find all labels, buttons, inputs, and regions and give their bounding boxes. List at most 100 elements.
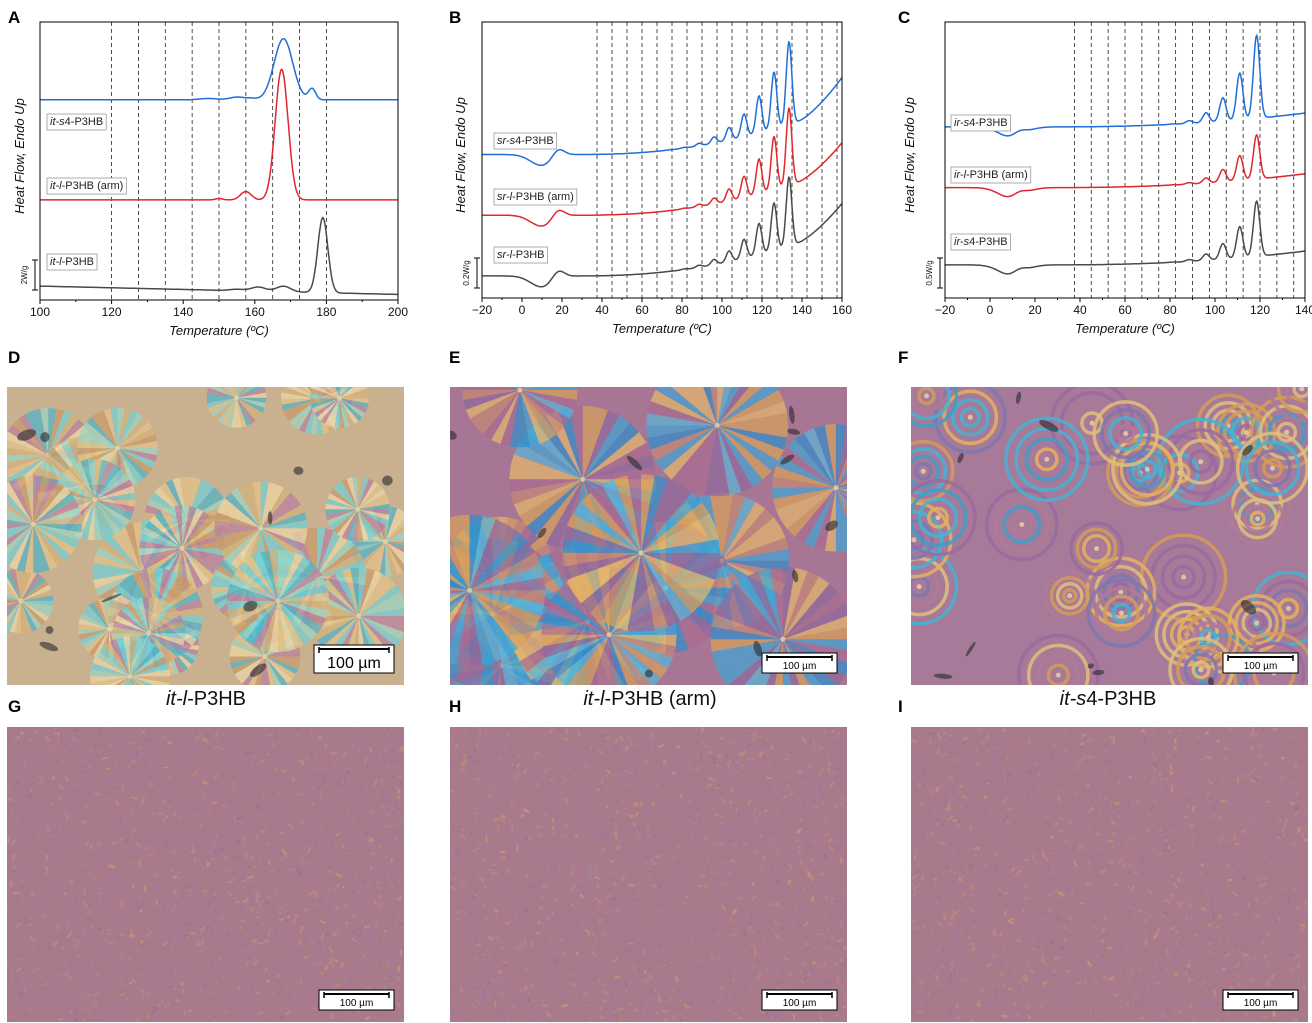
spherulite-sector xyxy=(182,540,225,549)
grain xyxy=(543,1004,548,1008)
grain xyxy=(519,872,524,876)
grain xyxy=(820,913,825,919)
grain xyxy=(153,897,158,902)
grain xyxy=(663,834,666,837)
grain xyxy=(83,804,90,808)
grain xyxy=(367,881,370,888)
grain xyxy=(694,728,698,732)
grain xyxy=(753,908,757,912)
grain xyxy=(930,955,935,959)
band-ring xyxy=(1061,588,1078,604)
spherulite-sector xyxy=(207,397,237,408)
grain xyxy=(520,961,526,965)
spherulite-sector xyxy=(794,487,836,544)
spherulite-sector xyxy=(336,509,358,538)
spherulite-sector xyxy=(117,448,153,475)
grain xyxy=(758,818,766,823)
grain xyxy=(175,965,179,969)
series-label: ir-s4-P3HB xyxy=(950,233,1012,251)
grain xyxy=(1098,945,1103,949)
grain xyxy=(230,895,235,901)
grain xyxy=(13,957,21,962)
series-label-rest: -P3HB (arm) xyxy=(62,180,124,192)
grain xyxy=(64,892,67,895)
grain xyxy=(1037,945,1042,949)
grain xyxy=(1147,812,1150,815)
grain xyxy=(587,863,593,871)
grain xyxy=(1242,984,1245,988)
grain xyxy=(919,917,925,920)
grain xyxy=(1221,767,1225,771)
defect xyxy=(450,430,457,440)
grain xyxy=(668,783,673,787)
spherulite-sector xyxy=(627,552,642,632)
spherulite-sector xyxy=(130,650,165,677)
grain xyxy=(1229,764,1232,769)
grain xyxy=(36,845,41,850)
grain xyxy=(272,938,280,943)
grain xyxy=(500,814,506,820)
spherulite-sector xyxy=(339,387,344,399)
grain xyxy=(840,907,846,912)
grain xyxy=(255,833,260,841)
grain xyxy=(1022,857,1026,861)
grain xyxy=(676,844,680,848)
nucleus xyxy=(1119,610,1124,616)
grain xyxy=(391,865,394,870)
grain xyxy=(559,896,565,903)
grain xyxy=(810,895,815,902)
band-ring xyxy=(1103,594,1140,632)
grain xyxy=(1144,730,1147,736)
spherulite-sector xyxy=(24,410,49,455)
grain xyxy=(334,920,338,925)
grain xyxy=(127,988,131,993)
grain xyxy=(571,966,577,972)
spherulite-sector xyxy=(7,524,34,529)
grain xyxy=(238,949,242,954)
grain xyxy=(827,837,833,844)
grain xyxy=(709,804,716,811)
grain xyxy=(830,960,838,963)
grain xyxy=(494,1000,496,1008)
spherulite-sector xyxy=(260,550,278,601)
grain xyxy=(731,842,738,847)
spherulite-sector xyxy=(117,448,158,462)
grain xyxy=(812,806,817,809)
defect xyxy=(965,641,976,657)
spherulite-sector xyxy=(148,598,167,634)
grain xyxy=(454,751,460,758)
spherulite-sector xyxy=(358,570,383,616)
grain xyxy=(1022,779,1027,785)
spherulite-sector xyxy=(469,590,536,640)
grain xyxy=(182,885,190,889)
grain xyxy=(986,892,990,898)
grain xyxy=(357,933,362,939)
grain xyxy=(1035,846,1041,849)
grain xyxy=(516,1004,520,1008)
grain xyxy=(249,854,254,861)
grain xyxy=(644,855,649,859)
spherulite-sector xyxy=(117,434,158,449)
grain xyxy=(172,959,175,964)
grain xyxy=(337,782,344,785)
grain xyxy=(948,910,954,918)
spherulite-sector xyxy=(794,432,836,488)
y-axis-label: Heat Flow, Endo Up xyxy=(902,97,917,213)
grain xyxy=(492,894,497,899)
grain xyxy=(292,892,298,899)
spherulite-sector xyxy=(244,482,261,529)
grain xyxy=(376,881,380,884)
grain xyxy=(160,994,165,999)
band-ring xyxy=(1191,621,1225,654)
grain xyxy=(842,1005,846,1009)
grain xyxy=(698,1016,704,1022)
spherulite-sector xyxy=(349,541,386,548)
nucleus xyxy=(234,395,239,401)
grain xyxy=(101,894,105,899)
grain xyxy=(335,832,340,837)
grain xyxy=(301,1013,305,1017)
grain xyxy=(735,743,737,746)
grain xyxy=(501,752,507,760)
grain xyxy=(325,755,330,760)
